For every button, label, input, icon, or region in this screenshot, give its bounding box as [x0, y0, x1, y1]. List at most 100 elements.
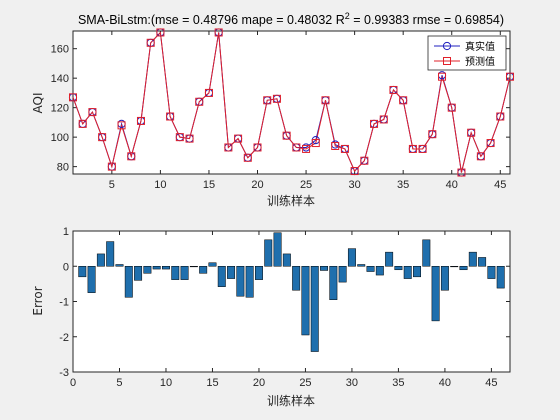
top-title: SMA-BiLstm:(mse = 0.48796 mape = 0.48032…	[78, 11, 504, 27]
error-bar	[217, 266, 226, 287]
top-xtick-label: 10	[154, 179, 166, 191]
pred-value-point	[331, 141, 340, 150]
legend-label-true: 真实值	[465, 40, 495, 53]
bottom-plot-area	[72, 230, 511, 373]
top-xtick-label: 20	[251, 179, 263, 191]
bottom-xlabel: 训练样本	[267, 393, 315, 408]
error-bar	[301, 266, 310, 336]
bottom-ytick-label: 1	[63, 226, 69, 238]
legend-marker-true	[442, 41, 452, 51]
top-xtick-label: 40	[446, 179, 458, 191]
pred-value-point	[370, 119, 379, 128]
error-bar	[171, 266, 180, 280]
pred-value-point	[234, 134, 243, 143]
error-bar	[236, 266, 245, 297]
error-bar	[124, 266, 133, 298]
bottom-ytick-label: 0	[63, 261, 69, 273]
error-bar	[162, 266, 170, 270]
error-bar	[487, 266, 496, 279]
legend-marker-pred	[443, 57, 451, 65]
bottom-xtick-label: 30	[346, 377, 358, 389]
top-xtick-label: 15	[203, 179, 215, 191]
error-bar	[422, 239, 431, 267]
pred-value-point	[340, 144, 349, 153]
bottom-xtick-label: 20	[253, 377, 265, 389]
top-ytick-label: 140	[51, 73, 69, 85]
error-bar	[385, 251, 394, 267]
pred-value-point	[117, 121, 126, 130]
error-bar	[227, 266, 236, 279]
pred-value-point	[428, 130, 437, 139]
error-bar	[459, 266, 468, 271]
top-xtick-label: 25	[300, 179, 312, 191]
series-line-pred	[72, 31, 511, 173]
pred-value-point	[243, 153, 252, 162]
error-bar	[96, 253, 105, 267]
error-bar	[310, 266, 319, 352]
pred-value-point	[438, 72, 447, 81]
pred-value-point	[136, 116, 145, 125]
pred-value-point	[78, 119, 87, 128]
pred-value-point	[282, 131, 291, 140]
bottom-axes: 0 5 10 15 20 25 30 35 40 45 -3 -2 -1 0 1 Error 训练样本	[31, 226, 511, 408]
error-bar	[180, 266, 189, 280]
pred-value-point	[263, 96, 272, 105]
error-bar	[282, 253, 291, 267]
error-bar	[134, 266, 143, 281]
bottom-ticks: 0 5 10 15 20 25 30 35 40 45 -3 -2 -1 0 1	[59, 226, 510, 389]
error-bar	[292, 266, 301, 291]
error-bar	[468, 251, 477, 267]
error-bar	[366, 266, 375, 272]
pred-value-point	[379, 115, 388, 124]
bottom-xtick-label: 0	[70, 377, 76, 389]
error-bar	[208, 262, 217, 267]
error-bar	[264, 239, 273, 267]
error-bar	[394, 266, 403, 271]
pred-value-point	[292, 143, 301, 152]
pred-value-point	[321, 96, 330, 105]
pred-value-point	[467, 128, 476, 137]
pred-value-point	[166, 112, 175, 121]
pred-value-point	[476, 152, 485, 161]
pred-value-point	[127, 152, 136, 161]
error-bar	[403, 266, 412, 279]
pred-value-point	[389, 85, 398, 94]
pred-value-point	[302, 144, 311, 153]
error-bar	[450, 266, 459, 268]
error-bar	[273, 232, 282, 267]
pred-value-point	[272, 94, 281, 103]
pred-value-point	[311, 139, 320, 148]
pred-value-point	[506, 72, 514, 81]
error-bar	[87, 266, 96, 293]
pred-value-point	[98, 133, 107, 142]
pred-value-point	[204, 88, 213, 97]
error-bar	[478, 257, 487, 267]
bottom-xtick-label: 45	[485, 377, 497, 389]
legend: 真实值 预测值	[427, 35, 507, 71]
bottom-ytick-label: -2	[59, 332, 69, 344]
bottom-xtick-label: 25	[299, 377, 311, 389]
error-bar	[152, 266, 161, 270]
error-bar	[245, 266, 254, 298]
top-ytick-label: 120	[51, 103, 69, 115]
error-bar	[357, 264, 366, 267]
top-ytick-label: 160	[51, 44, 69, 56]
top-series	[68, 28, 515, 177]
pred-value-point	[418, 144, 427, 153]
top-xtick-label: 5	[109, 179, 115, 191]
error-bar	[413, 266, 421, 278]
pred-value-point	[185, 134, 194, 143]
bottom-xtick-label: 10	[160, 377, 172, 389]
top-xtick-label: 30	[348, 179, 360, 191]
pred-value-point	[156, 28, 165, 37]
legend-label-pred: 预测值	[465, 55, 495, 68]
top-xlabel: 训练样本	[267, 193, 315, 208]
pred-value-point	[457, 168, 466, 177]
error-bar	[320, 266, 329, 271]
top-ylabel: AQI	[31, 93, 45, 114]
error-bar	[496, 266, 505, 289]
error-bars	[78, 232, 505, 352]
top-xtick-label: 35	[397, 179, 409, 191]
error-bar	[347, 248, 356, 267]
